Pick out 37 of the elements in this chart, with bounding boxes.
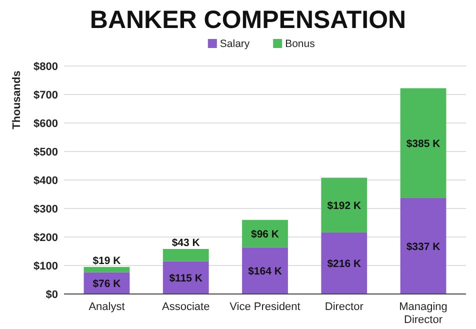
bar (84, 266, 130, 272)
x-tick-label: Associate (162, 301, 210, 313)
y-tick-label: $800 (34, 61, 58, 73)
y-tick-label: $400 (34, 175, 58, 187)
x-tick-label: Director (324, 301, 364, 313)
x-tick-label: Analyst (88, 301, 125, 313)
data-label: $76 K (92, 278, 122, 290)
x-tick-label: Managing Director (399, 301, 448, 326)
bar (400, 88, 446, 198)
y-tick-label: $0 (46, 289, 58, 301)
y-axis-title: Thousands (11, 70, 23, 130)
y-tick-label: $700 (34, 90, 58, 102)
y-tick-label: $600 (34, 118, 58, 130)
data-label: $19 K (92, 254, 122, 267)
legend-label: Bonus (285, 38, 315, 50)
y-tick-label: $100 (34, 260, 58, 272)
y-tick-label: $300 (34, 204, 58, 216)
bar (400, 198, 446, 294)
data-label: $337 K (406, 240, 441, 253)
data-label: $192 K (327, 200, 362, 212)
data-label: $216 K (327, 258, 362, 270)
bar (242, 220, 288, 248)
chart-title: BANKER COMPENSATION (90, 6, 406, 34)
bar (321, 232, 368, 294)
y-tick-label: $200 (34, 232, 58, 244)
x-tick-label: Vice President (230, 301, 300, 313)
y-tick-label: $500 (34, 146, 58, 158)
bar (242, 247, 288, 294)
data-label: $164 K (248, 266, 282, 278)
data-label: $43 K (172, 236, 200, 249)
bar (162, 248, 209, 262)
legend-label: Salary (220, 38, 250, 50)
bar (162, 261, 209, 294)
data-label: $96 K (250, 228, 280, 241)
data-label: $385 K (406, 138, 441, 150)
data-label: $115 K (169, 272, 203, 285)
bar (321, 178, 368, 232)
